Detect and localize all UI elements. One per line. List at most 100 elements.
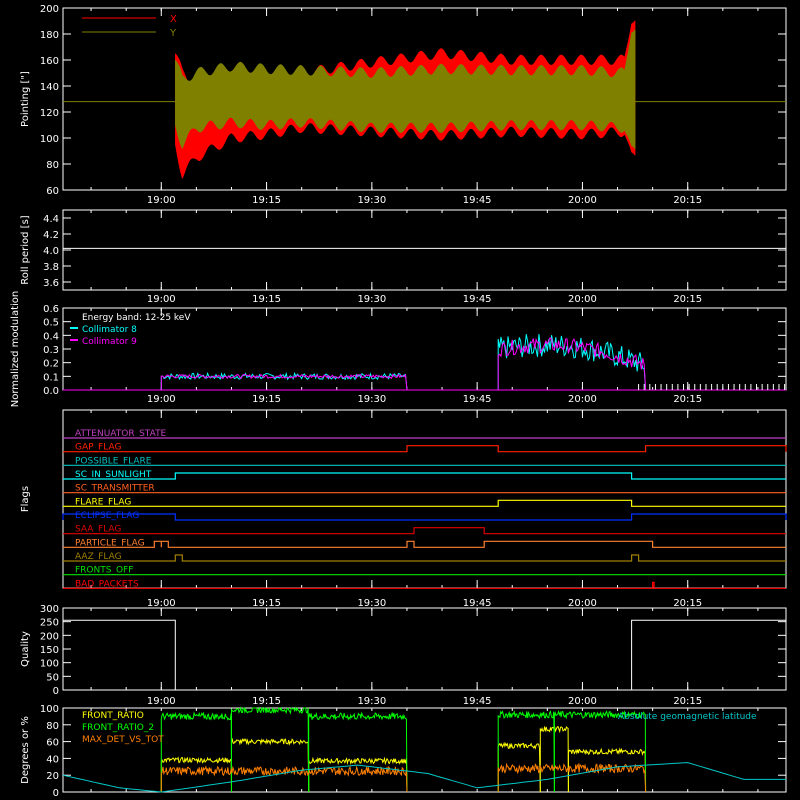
- x-tick-label: 19:15: [252, 598, 281, 609]
- y-tick-label: 100: [40, 704, 59, 715]
- pointing-band-y: [175, 28, 636, 150]
- y-axis-label: Normalized modulation: [10, 291, 21, 408]
- y-tick-label: 180: [40, 30, 59, 41]
- y-tick-label: 160: [40, 56, 59, 67]
- x-tick-label: 19:45: [463, 294, 492, 305]
- x-tick-label: 19:15: [252, 195, 281, 206]
- collimator-9-trace: [497, 337, 647, 391]
- x-tick-label: 19:45: [463, 696, 492, 707]
- flag-trace-bad-packets: [63, 581, 786, 589]
- collimator-9-trace: [160, 373, 408, 391]
- x-tick-label: 19:30: [357, 294, 386, 305]
- ratio-trace-max-det-vs-tot: [497, 762, 647, 793]
- x-tick-label: 19:00: [147, 696, 176, 707]
- flag-trace-saa-flag: [63, 527, 786, 535]
- x-tick-label: 19:30: [357, 696, 386, 707]
- flag-label: POSSIBLE_FLARE: [75, 456, 152, 466]
- flag-label: SAA_FLAG: [75, 525, 121, 535]
- flag-label: FLARE_FLAG: [75, 497, 131, 507]
- panel-frame-pointing: [62, 7, 787, 191]
- flag-trace-flare-flag: [63, 499, 786, 507]
- y-tick-label: 0.5: [43, 318, 59, 329]
- y-tick-label: 0.4: [43, 331, 59, 342]
- flag-label: SC_IN_SUNLIGHT: [75, 470, 152, 480]
- y-tick-label: 200: [40, 4, 59, 15]
- x-tick-label: 19:00: [147, 394, 176, 405]
- x-tick-label: 19:15: [252, 394, 281, 405]
- y-tick-label: 100: [40, 659, 59, 670]
- x-tick-label: 19:45: [463, 195, 492, 206]
- ratio-trace-front-ratio-2: [308, 711, 408, 793]
- x-tick-label: 19:15: [252, 294, 281, 305]
- y-tick-label: 4.4: [43, 214, 59, 225]
- y-tick-label: 140: [40, 82, 59, 93]
- ratio-trace-max-det-vs-tot: [160, 765, 408, 793]
- x-tick-label: 20:00: [568, 195, 597, 206]
- y-tick-label: 0.2: [43, 359, 59, 370]
- x-tick-label: 19:00: [147, 195, 176, 206]
- x-tick-label: 20:00: [568, 294, 597, 305]
- x-tick-label: 20:00: [568, 394, 597, 405]
- y-tick-label: 50: [46, 672, 59, 683]
- ratio-trace-front-ratio: [308, 756, 408, 793]
- panel-frame-roll: [62, 209, 787, 291]
- flag-trace-aaz-flag: [63, 554, 786, 562]
- panel-frame-ratios: [62, 707, 787, 793]
- x-tick-label: 20:15: [673, 294, 702, 305]
- y-axis-label: Roll period [s]: [20, 215, 31, 284]
- y-tick-label: 0.1: [43, 372, 59, 383]
- x-tick-label: 19:00: [147, 598, 176, 609]
- ratio-trace-front-ratio: [231, 737, 310, 793]
- x-tick-label: 20:00: [568, 598, 597, 609]
- y-axis-label: Flags: [20, 486, 31, 512]
- quality-trace: [63, 619, 786, 691]
- y-tick-label: 60: [46, 738, 59, 749]
- flag-trace-gap-flag: [63, 445, 787, 453]
- ratio-trace-front-ratio-2: [160, 711, 232, 793]
- modulation-legend-label: Collimator 9: [82, 337, 137, 347]
- ratio-trace-front-ratio-2: [553, 709, 647, 793]
- flag-label: AAZ_FLAG: [75, 552, 122, 562]
- x-tick-label: 20:15: [673, 598, 702, 609]
- flag-label: PARTICLE_FLAG: [75, 538, 145, 548]
- y-axis-label: Quality: [20, 631, 31, 667]
- flag-label: BAD_PACKETS: [75, 579, 139, 589]
- flag-trace-sc-in-sunlight: [63, 472, 786, 480]
- y-tick-label: 3.8: [43, 262, 59, 273]
- y-tick-label: 4.2: [43, 230, 59, 241]
- ratio-legend-label: Absolute geomagnetic latitude: [618, 712, 757, 722]
- y-tick-label: 4.0: [43, 246, 59, 257]
- x-tick-label: 20:00: [568, 696, 597, 707]
- y-tick-label: 100: [40, 134, 59, 145]
- x-tick-label: 19:45: [463, 598, 492, 609]
- x-tick-label: 20:15: [673, 195, 702, 206]
- y-tick-label: 0: [53, 788, 59, 799]
- ratio-trace-front-ratio: [497, 741, 541, 793]
- flag-trace-eclipse-flag: [62, 513, 787, 521]
- y-tick-label: 40: [46, 754, 59, 765]
- flag-label: ECLIPSE_FLAG: [75, 511, 139, 521]
- geomagnetic-latitude-trace: [62, 762, 786, 793]
- y-tick-label: 0.3: [43, 345, 59, 356]
- x-tick-label: 20:15: [673, 696, 702, 707]
- ratio-trace-front-ratio-2: [231, 706, 310, 793]
- legend-label-x: X: [170, 14, 177, 25]
- ratio-legend-label: FRONT_RATIO_2: [82, 723, 154, 733]
- y-tick-label: 300: [40, 604, 59, 615]
- flag-label: ATTENUATOR_STATE: [75, 429, 167, 439]
- flag-label: FRONTS_OFF: [75, 566, 133, 576]
- y-tick-label: 200: [40, 631, 59, 642]
- y-tick-label: 0: [53, 686, 59, 697]
- ratio-trace-front-ratio-2: [497, 710, 555, 793]
- y-tick-label: 0.6: [43, 304, 59, 315]
- x-tick-label: 20:15: [673, 394, 702, 405]
- x-tick-label: 19:45: [463, 394, 492, 405]
- y-tick-label: 60: [46, 186, 59, 197]
- y-axis-label: Pointing ["]: [20, 71, 31, 127]
- ratio-trace-front-ratio: [567, 747, 647, 793]
- ratio-legend-label: MAX_DET_VS_TOT: [82, 735, 164, 745]
- legend-label-y: Y: [169, 28, 177, 39]
- y-tick-label: 120: [40, 108, 59, 119]
- flag-label: SC_TRANSMITTER: [75, 484, 155, 494]
